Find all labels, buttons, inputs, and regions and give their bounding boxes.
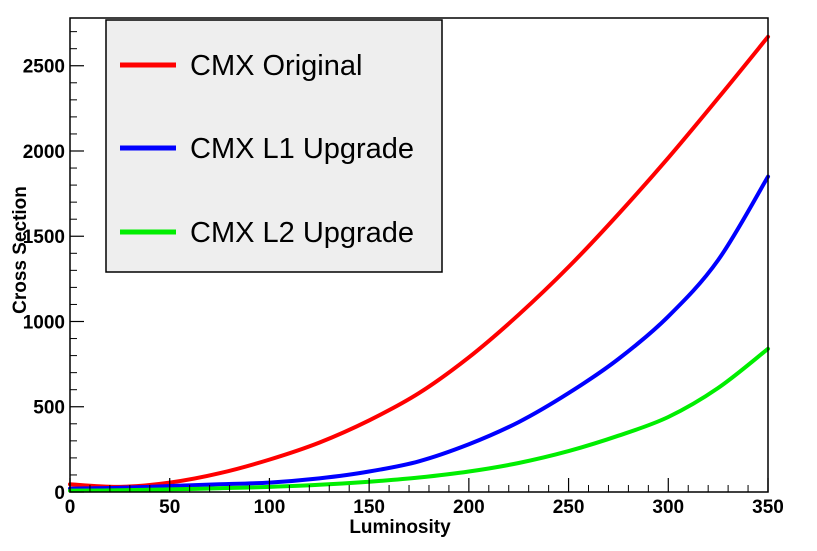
plot-frame xyxy=(69,17,769,493)
y-tick-label: 1000 xyxy=(23,312,65,333)
series-line-0 xyxy=(68,34,770,489)
x-tick-label: 350 xyxy=(752,497,784,518)
x-tick-label: 150 xyxy=(353,497,385,518)
y-tick-label: 2000 xyxy=(23,142,65,163)
legend-label: CMX L1 Upgrade xyxy=(190,133,414,165)
y-tick-label: 1500 xyxy=(23,227,65,248)
x-tick-label: 100 xyxy=(254,497,286,518)
axes: 0 50 100 150 200 250 300 350 0 500 1000 1500 2000 250… xyxy=(23,31,784,518)
x-tick-label: 0 xyxy=(65,497,76,518)
x-axis-label: Luminosity xyxy=(349,517,451,538)
y-axis-label: Cross Section xyxy=(10,186,31,314)
y-tick-label: 500 xyxy=(33,398,65,419)
x-tick-label: 300 xyxy=(652,497,684,518)
plot-area xyxy=(68,34,770,493)
series-line-2 xyxy=(68,346,770,493)
legend-label: CMX L2 Upgrade xyxy=(190,217,414,249)
x-tick-label: 200 xyxy=(453,497,485,518)
y-tick-label: 0 xyxy=(54,483,65,504)
series-line-1 xyxy=(68,174,770,491)
y-tick-label: 2500 xyxy=(23,57,65,78)
x-tick-label: 50 xyxy=(159,497,180,518)
x-tick-label: 250 xyxy=(553,497,585,518)
legend-label: CMX Original xyxy=(190,50,362,82)
legend: CMX Original CMX L1 Upgrade CMX L2 Upgrade xyxy=(105,19,443,273)
